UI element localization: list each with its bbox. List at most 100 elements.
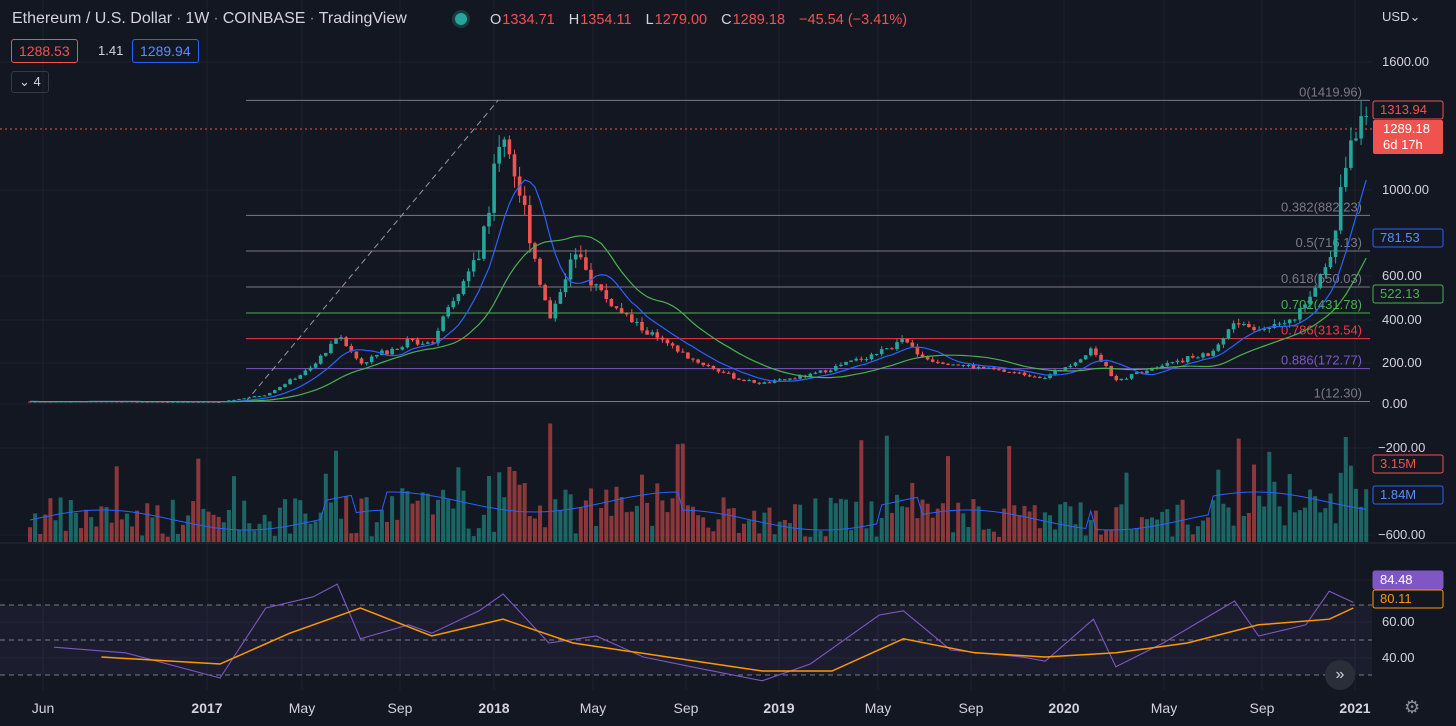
candle-body xyxy=(334,338,338,344)
gear-icon[interactable]: ⚙ xyxy=(1404,697,1421,717)
volume-bar xyxy=(971,499,976,542)
indicator-collapse-button[interactable]: ⌄ 4 xyxy=(11,71,49,93)
currency-selector[interactable]: USD⌄ xyxy=(1382,9,1421,24)
candle-body xyxy=(951,364,955,366)
price-axis[interactable]: 1600.00 1000.00 600.00 400.00 200.00 0.00 −200… xyxy=(1372,54,1444,665)
volume-bar xyxy=(1231,525,1236,542)
candle-body xyxy=(227,400,231,402)
candle-body xyxy=(267,393,272,396)
volume-bar xyxy=(1246,512,1251,542)
candle-body xyxy=(1242,324,1246,326)
candle-body xyxy=(660,337,665,340)
candle-body xyxy=(584,257,588,270)
candle-body xyxy=(441,316,445,331)
interval-label: 1W xyxy=(185,10,210,27)
candle-body xyxy=(747,380,751,382)
symbol-title[interactable]: Ethereum / U.S. Dollar · 1W · COINBASE · Tradi… xyxy=(12,10,407,27)
candle-body xyxy=(1017,372,1022,374)
volume-bar xyxy=(461,490,466,542)
candle-body xyxy=(1170,362,1175,364)
volume-bar xyxy=(1343,436,1348,542)
volume-bar xyxy=(818,530,823,542)
volume-bar xyxy=(63,530,68,542)
volume-bar xyxy=(160,533,165,542)
candle-body xyxy=(415,339,420,345)
volume-bar xyxy=(487,476,491,542)
volume-bar xyxy=(94,526,99,542)
volume-bar xyxy=(854,501,859,542)
volume-bar xyxy=(614,486,619,542)
ohlc-low-key: L xyxy=(645,12,654,28)
candle-body xyxy=(818,370,823,373)
volume-bar xyxy=(1323,508,1328,542)
volume-bar xyxy=(303,513,308,542)
candle-body xyxy=(456,294,461,302)
time-axis[interactable]: Jun 2017 May Sep 2018 May Sep 2019 May Sep 2020 May… xyxy=(32,700,1371,716)
time-axis-tick: May xyxy=(580,700,606,716)
volume-bar xyxy=(624,512,629,542)
volume-bar xyxy=(568,494,573,542)
trend-line[interactable] xyxy=(245,100,499,402)
candle-body xyxy=(1293,319,1297,321)
volume-bar xyxy=(767,507,772,542)
time-axis-tick: May xyxy=(289,700,315,716)
candle-body xyxy=(762,382,767,384)
candle-body xyxy=(767,382,772,384)
candle-body xyxy=(431,342,435,344)
ohlc-close-key: C xyxy=(721,12,732,28)
candle-body xyxy=(1333,230,1338,258)
volume-bar xyxy=(844,499,848,542)
candle-body xyxy=(1344,167,1348,188)
candle-body xyxy=(298,375,303,379)
volume-bar xyxy=(599,507,604,542)
volume-bar xyxy=(915,518,920,542)
time-axis-tick: 2019 xyxy=(763,700,794,716)
volume-bar xyxy=(680,443,685,542)
volume-axis-tick: −200.00 xyxy=(1378,440,1425,455)
bid-price-box[interactable]: 1288.53 xyxy=(11,39,78,63)
candle-body xyxy=(808,373,813,378)
candle-body xyxy=(324,353,328,356)
bar-countdown-label: 6d 17h xyxy=(1383,137,1423,152)
candle-body xyxy=(915,346,920,355)
volume-bar xyxy=(232,476,236,542)
ohlc-open-key: O xyxy=(490,12,502,28)
candle-body xyxy=(1236,323,1241,325)
candle-body xyxy=(742,379,746,382)
volume-bar xyxy=(1058,504,1063,542)
volume-bar xyxy=(369,536,374,542)
volume-bar xyxy=(1175,504,1180,542)
volume-bar xyxy=(553,499,558,542)
candle-body xyxy=(1068,365,1073,368)
volume-average-label-box xyxy=(1372,485,1444,505)
scroll-to-realtime-icon[interactable]: » xyxy=(1325,660,1355,690)
volume-bar xyxy=(1313,496,1318,542)
candle-body xyxy=(813,372,818,374)
time-axis-tick: 2017 xyxy=(191,700,222,716)
volume-bar xyxy=(1104,529,1109,542)
volume-bar xyxy=(879,517,884,542)
ask-price-box[interactable]: 1289.94 xyxy=(132,39,199,63)
candle-body xyxy=(1150,368,1154,371)
volume-bar xyxy=(38,533,43,542)
volume-bar xyxy=(757,533,762,542)
volume-bar xyxy=(48,498,53,542)
candle-body xyxy=(1140,372,1144,374)
candle-body xyxy=(1043,378,1047,380)
volume-bar xyxy=(349,533,354,542)
candle-body xyxy=(869,354,874,360)
volume-bar xyxy=(58,497,63,542)
candle-body xyxy=(609,298,614,307)
candle-body xyxy=(369,356,374,363)
candle-body xyxy=(354,351,359,359)
volume-bar xyxy=(170,499,175,542)
candle-body xyxy=(262,395,267,397)
volume-label: 3.15M xyxy=(1380,456,1416,471)
volume-bar xyxy=(68,499,73,542)
volume-bar xyxy=(1048,515,1052,542)
volume-bar xyxy=(604,489,609,542)
volume-bar xyxy=(1308,489,1313,542)
trend-line-segment xyxy=(245,100,499,402)
volume-bar xyxy=(823,536,828,542)
